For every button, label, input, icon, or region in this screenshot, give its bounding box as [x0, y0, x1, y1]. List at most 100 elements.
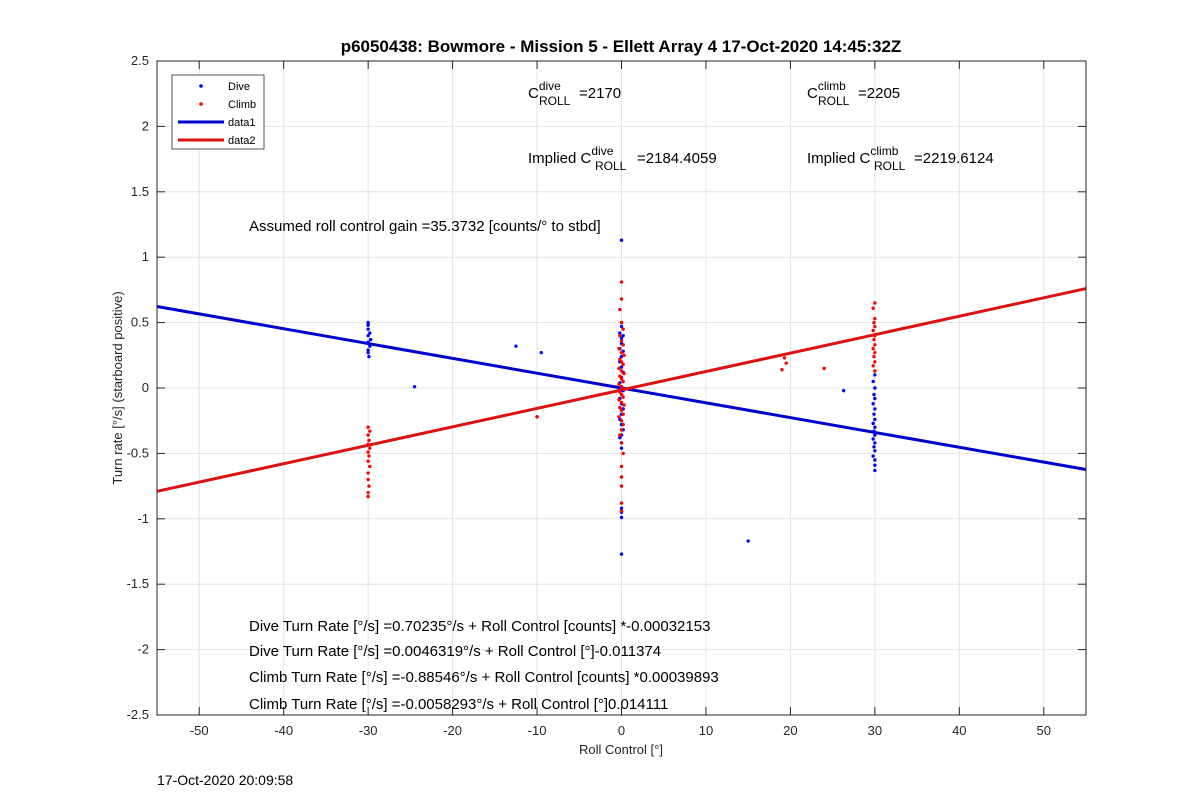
- x-tick-label: -20: [443, 723, 462, 738]
- data-points: [366, 238, 877, 556]
- y-tick-label: -2: [137, 642, 149, 657]
- point-climb: [619, 392, 624, 397]
- point-climb: [618, 307, 622, 312]
- point-dive: [619, 506, 624, 511]
- point-dive: [873, 433, 877, 437]
- c-dive-annotation: Cdive ROLL =2170: [528, 79, 621, 108]
- gain-annotation: Assumed roll control gain =35.3732 [coun…: [249, 218, 601, 235]
- point-dive: [366, 333, 370, 338]
- point-dive: [618, 331, 622, 335]
- point-climb: [621, 343, 625, 347]
- implied-dive-annotation: Implied Cdive ROLL =2184.4059: [528, 144, 717, 173]
- point-climb: [619, 501, 624, 505]
- c-dive-base: C: [528, 85, 539, 102]
- point-climb: [618, 374, 622, 378]
- axes-box: [156, 60, 1087, 716]
- point-climb: [873, 369, 877, 373]
- point-climb: [873, 316, 877, 321]
- implied-climb-annotation: Implied Cclimb ROLL =2219.6124: [807, 144, 994, 173]
- point-climb: [873, 350, 877, 355]
- x-tick-label: -50: [190, 723, 209, 738]
- point-climb: [535, 415, 539, 419]
- c-climb-sub: ROLL: [818, 94, 850, 108]
- point-dive: [366, 350, 370, 355]
- point-climb: [621, 451, 625, 456]
- point-climb: [617, 347, 621, 351]
- point-dive: [872, 392, 876, 397]
- implied-climb-value: =2219.6124: [914, 150, 994, 167]
- point-dive: [871, 437, 875, 441]
- point-dive: [841, 388, 846, 393]
- legend-dive-label: Dive: [228, 81, 250, 93]
- point-climb: [822, 366, 826, 371]
- y-tick-label: 0: [142, 380, 149, 395]
- point-climb: [367, 454, 371, 458]
- point-dive: [619, 336, 624, 340]
- point-dive: [368, 331, 372, 335]
- point-climb: [621, 379, 625, 384]
- y-tick-label: -2.5: [127, 707, 149, 722]
- point-dive: [873, 463, 877, 467]
- point-dive: [619, 515, 624, 520]
- legend-data2-label: data2: [228, 135, 256, 147]
- implied-climb-prefix: Implied C: [807, 150, 871, 167]
- point-climb: [619, 384, 624, 389]
- point-climb: [873, 360, 877, 364]
- x-tick-label: -40: [274, 723, 293, 738]
- point-dive: [871, 421, 875, 426]
- point-dive: [872, 429, 876, 433]
- point-climb: [619, 360, 624, 364]
- x-tick-label: -30: [359, 723, 378, 738]
- point-dive: [367, 354, 371, 359]
- point-dive: [871, 401, 875, 406]
- y-tick-label: 1.5: [131, 184, 149, 199]
- point-climb: [619, 464, 624, 469]
- point-climb: [618, 390, 622, 394]
- point-climb: [873, 324, 877, 329]
- point-dive: [873, 468, 877, 473]
- point-dive: [621, 333, 625, 338]
- point-climb: [872, 337, 876, 342]
- point-climb: [619, 350, 624, 355]
- point-climb: [621, 422, 625, 427]
- point-dive: [872, 412, 876, 416]
- point-dive: [873, 407, 877, 411]
- point-dive: [871, 454, 875, 458]
- y-tick-label: 0.5: [131, 315, 149, 330]
- point-dive: [619, 552, 624, 556]
- point-climb: [872, 320, 876, 325]
- point-dive: [873, 417, 877, 422]
- point-climb: [618, 405, 622, 410]
- point-dive: [368, 337, 373, 342]
- point-climb: [621, 362, 625, 367]
- x-tick-label: 50: [1037, 723, 1051, 738]
- point-climb: [871, 347, 875, 351]
- point-dive: [619, 238, 624, 242]
- point-climb: [619, 297, 624, 301]
- c-dive-sup: dive: [539, 79, 561, 93]
- point-climb: [622, 403, 626, 407]
- implied-dive-value: =2184.4059: [637, 150, 717, 167]
- point-climb: [617, 366, 621, 371]
- legend-dive-marker: [199, 84, 203, 88]
- point-climb: [784, 361, 788, 365]
- point-climb: [618, 357, 622, 361]
- point-climb: [871, 328, 875, 333]
- y-tick-label: -0.5: [127, 445, 149, 460]
- point-climb: [619, 441, 624, 445]
- point-climb: [366, 459, 370, 463]
- point-climb: [366, 471, 370, 475]
- point-dive: [873, 425, 877, 429]
- point-climb: [622, 353, 626, 357]
- legend-box: [171, 74, 265, 150]
- point-dive: [412, 384, 417, 389]
- point-dive: [539, 350, 543, 355]
- point-dive: [619, 354, 624, 359]
- point-climb: [368, 464, 372, 469]
- point-climb: [368, 429, 372, 433]
- point-climb: [782, 356, 787, 360]
- legend-data1-label: data1: [228, 117, 256, 129]
- implied-dive-sup: dive: [591, 144, 613, 158]
- point-climb: [366, 450, 370, 454]
- point-climb: [622, 371, 626, 376]
